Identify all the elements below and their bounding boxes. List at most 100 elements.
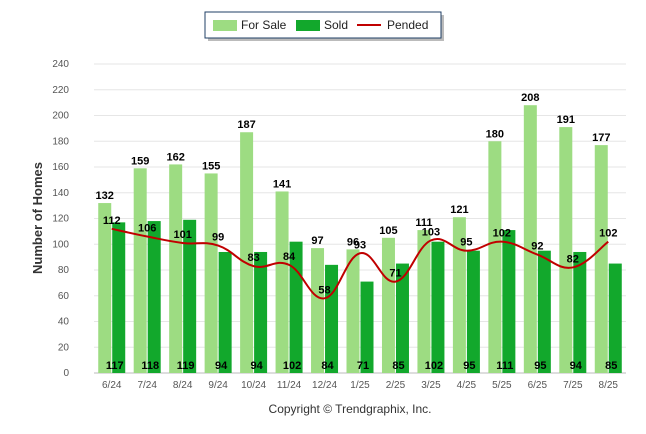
x-tick-label: 1/25 [350, 380, 370, 391]
bar-for-sale [381, 237, 395, 373]
legend-label-for-sale: For Sale [241, 18, 287, 32]
x-axis-ticks: 6/24 7/24 8/24 9/24 10/24 11/24 12/24 1/25 2/25 3… [102, 380, 618, 391]
label-for-sale: 208 [521, 92, 539, 104]
y-tick-label: 60 [58, 291, 70, 302]
legend-swatch-sold [296, 20, 320, 31]
x-tick-label: 7/25 [563, 380, 583, 391]
bar-for-sale [523, 105, 537, 373]
label-sold: 84 [321, 360, 334, 372]
label-pended: 93 [354, 239, 366, 251]
bar-for-sale [559, 127, 573, 374]
label-sold: 94 [215, 360, 228, 372]
y-tick-label: 40 [58, 317, 70, 328]
x-tick-label: 11/24 [277, 380, 302, 391]
label-pended: 95 [460, 237, 472, 249]
bar-for-sale [169, 164, 183, 373]
bar-sold [537, 250, 551, 373]
label-pended: 102 [493, 228, 511, 240]
label-for-sale: 159 [131, 155, 149, 167]
bar-sold [183, 219, 197, 373]
label-for-sale: 105 [379, 225, 397, 237]
legend: For Sale Sold Pended [204, 11, 444, 41]
label-for-sale: 177 [592, 132, 610, 144]
label-sold: 119 [177, 360, 195, 372]
label-for-sale: 191 [557, 114, 575, 126]
x-tick-label: 6/24 [102, 380, 122, 391]
bar-for-sale [98, 203, 112, 373]
y-tick-label: 20 [58, 342, 70, 353]
bar-for-sale [346, 249, 360, 373]
y-tick-label: 120 [52, 214, 69, 225]
label-pended: 99 [212, 232, 224, 244]
bar-sold [573, 251, 587, 373]
y-tick-label: 80 [58, 265, 70, 276]
y-tick-label: 140 [52, 188, 69, 199]
label-for-sale: 155 [202, 160, 220, 172]
label-sold: 85 [392, 360, 404, 372]
label-pended: 112 [103, 215, 121, 227]
label-sold: 95 [463, 360, 475, 372]
pended-line [111, 227, 609, 300]
y-tick-label: 200 [52, 111, 69, 122]
x-tick-label: 2/25 [386, 380, 406, 391]
label-sold: 95 [534, 360, 546, 372]
label-pended: 106 [138, 223, 156, 235]
label-for-sale: 111 [415, 217, 432, 229]
bar-sold [395, 263, 409, 373]
label-pended: 103 [422, 226, 440, 238]
label-for-sale: 187 [237, 119, 255, 131]
label-sold: 118 [141, 360, 159, 372]
label-for-sale: 97 [311, 235, 323, 247]
label-for-sale: 132 [96, 190, 114, 202]
label-pended: 84 [283, 251, 296, 263]
bar-sold [431, 241, 445, 373]
y-tick-label: 160 [52, 162, 69, 173]
label-pended: 102 [599, 228, 617, 240]
copyright-text: Copyright © Trendgraphix, Inc. [269, 402, 432, 416]
x-tick-label: 3/25 [421, 380, 441, 391]
y-tick-label: 220 [52, 85, 69, 96]
label-sold: 111 [496, 360, 513, 372]
x-tick-label: 9/24 [208, 380, 228, 391]
bar-for-sale [417, 230, 431, 373]
bar-for-sale [452, 217, 466, 373]
label-pended: 82 [567, 253, 579, 265]
bar-sold [147, 221, 161, 373]
bar-for-sale [133, 168, 147, 373]
legend-label-sold: Sold [324, 18, 348, 32]
x-tick-label: 4/25 [457, 380, 477, 391]
y-axis-label: Number of Homes [30, 162, 45, 274]
bar-sold [325, 264, 339, 373]
label-for-sale: 96 [347, 236, 359, 248]
bar-for-sale [594, 145, 608, 373]
x-tick-label: 10/24 [241, 380, 266, 391]
label-sold: 102 [283, 360, 301, 372]
label-sold: 94 [570, 360, 583, 372]
label-for-sale: 141 [273, 178, 291, 190]
label-pended: 92 [531, 241, 543, 253]
legend-label-pended: Pended [387, 18, 428, 32]
x-tick-label: 6/25 [528, 380, 548, 391]
bar-for-sale [311, 248, 325, 373]
label-sold: 85 [605, 360, 617, 372]
label-pended: 58 [318, 284, 330, 296]
bar-sold [502, 230, 516, 373]
y-axis-ticks: 0 20 40 60 80 100 120 140 160 180 200 220 240 [52, 59, 69, 379]
bar-sold [112, 222, 126, 373]
bar-sold [254, 251, 268, 373]
bar-for-sale [488, 141, 502, 373]
bar-sold [360, 281, 374, 373]
bar-sold [466, 250, 480, 373]
x-tick-label: 8/24 [173, 380, 193, 391]
bar-sold [218, 251, 232, 373]
label-pended: 83 [247, 252, 259, 264]
bar-for-sale [204, 173, 218, 373]
grid [94, 63, 626, 374]
x-tick-label: 8/25 [599, 380, 619, 391]
x-tick-label: 7/24 [137, 380, 157, 391]
bar-for-sale [240, 132, 254, 373]
label-pended: 71 [389, 268, 401, 280]
label-sold: 94 [250, 360, 263, 372]
label-sold: 117 [106, 360, 124, 372]
label-for-sale: 162 [166, 151, 184, 163]
